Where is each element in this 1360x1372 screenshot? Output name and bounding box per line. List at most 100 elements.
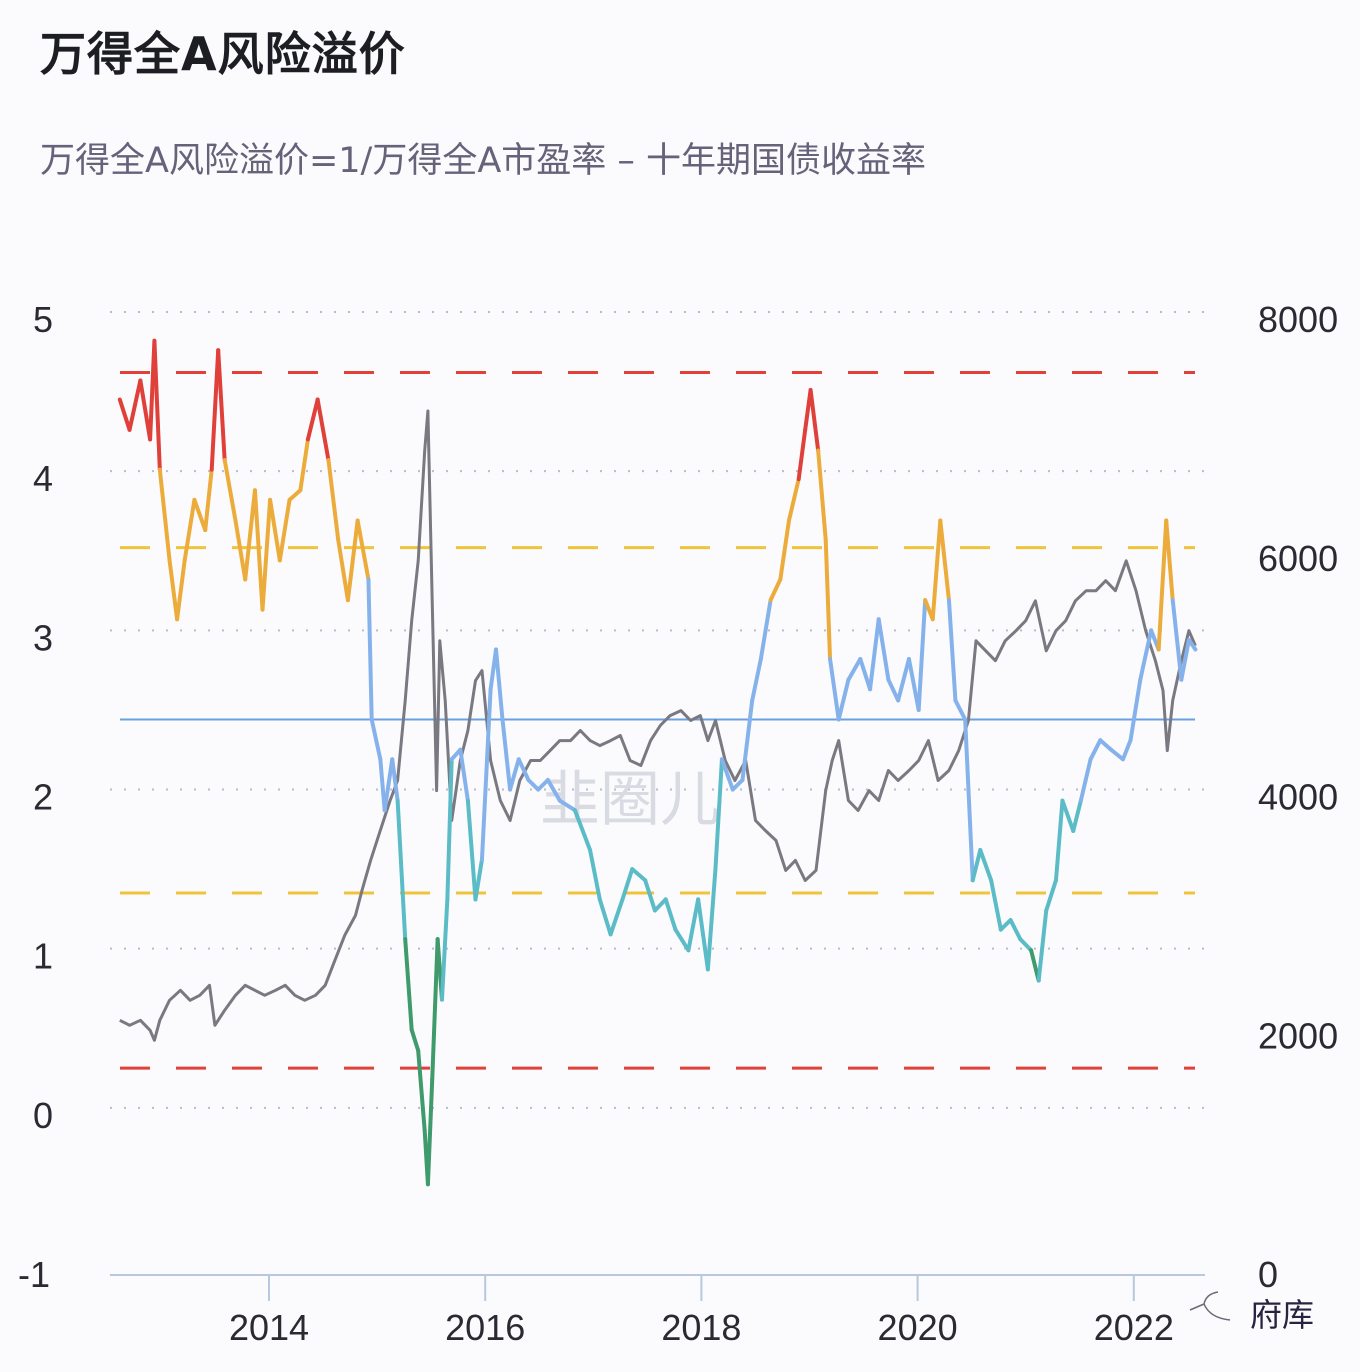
risk-premium-segment [816, 448, 828, 542]
risk-premium-segment [828, 657, 841, 722]
x-tick-label: 2020 [878, 1307, 958, 1348]
risk-premium-segment [597, 897, 613, 937]
risk-premium-segment [823, 537, 833, 662]
risk-premium-segment [390, 757, 400, 803]
risk-premium-segment [705, 867, 718, 972]
risk-premium-segment [430, 937, 440, 1082]
gridlines [110, 311, 1205, 1109]
risk-premium-segment [182, 497, 197, 563]
risk-premium-segment [750, 657, 763, 703]
risk-premium-segment [500, 717, 513, 792]
risk-premium-segment [663, 897, 678, 932]
risk-premium-segment [696, 897, 710, 972]
risk-premium-segment [796, 427, 808, 482]
risk-premium-segment [138, 378, 153, 442]
risk-premium-segment [382, 757, 395, 813]
risk-premium-segment [526, 777, 541, 792]
x-tick-label: 2016 [445, 1307, 525, 1348]
y-tick-label: 0 [33, 1095, 53, 1136]
axes: -1 0 1 2 3 4 5 0 2000 4000 6000 8000 2014 2016 2018 202… [18, 299, 1338, 1348]
risk-premium-segment [1036, 908, 1049, 983]
risk-premium-segment [425, 1077, 435, 1187]
risk-premium-segment [203, 467, 214, 533]
risk-premium-segment [1138, 628, 1154, 682]
risk-premium-segment [630, 867, 648, 883]
risk-premium-segment [1088, 738, 1103, 762]
risk-premium-segment [416, 1048, 427, 1133]
risk-premium-segment [916, 598, 928, 712]
risk-premium-segment [243, 488, 257, 582]
risk-premium-segment [479, 687, 493, 862]
x-tick-label: 2014 [229, 1307, 309, 1348]
risk-premium-segment [1008, 918, 1023, 942]
risk-premium-segment [326, 458, 341, 542]
y-tick-label: 4 [33, 458, 53, 499]
risk-premium-segment [260, 497, 273, 612]
risk-premium-segment [970, 848, 983, 883]
risk-premium-segment [1120, 738, 1133, 762]
risk-premium-segment [439, 897, 450, 1002]
risk-premium-segment [1078, 757, 1093, 803]
y-tick-label: 5 [33, 299, 53, 340]
risk-premium-segment [167, 558, 180, 622]
risk-premium-segment [886, 677, 901, 703]
risk-premium-segment [409, 1027, 421, 1053]
x-tick-label: 2018 [661, 1307, 741, 1348]
risk-premium-segment [403, 937, 414, 1032]
y-tick-label: 3 [33, 617, 53, 658]
risk-premium-segment [508, 757, 521, 792]
risk-premium-segment [906, 657, 921, 712]
risk-premium-segment [1018, 937, 1034, 953]
y-tick-label: -1 [18, 1254, 50, 1295]
watermark: 韭圈儿 [540, 765, 720, 835]
risk-premium-segment [355, 518, 371, 582]
risk-premium-segment [719, 757, 735, 792]
risk-premium-segment [946, 598, 958, 703]
risk-premium-segment [152, 338, 162, 472]
risk-premium-segment [620, 867, 635, 902]
risk-premium-segment [445, 757, 454, 902]
risk-premium-segment [366, 577, 374, 722]
risk-premium-segment [953, 698, 968, 722]
risk-premium-segment [1044, 878, 1058, 913]
risk-premium-segment [1071, 798, 1083, 833]
y-tick-label: 2 [33, 777, 53, 818]
risk-premium-segment [978, 848, 994, 883]
risk-premium-segment [713, 757, 724, 872]
risk-premium-segment [536, 777, 550, 792]
risk-premium-segment [252, 488, 265, 612]
risk-premium-segment [740, 698, 755, 782]
reference-lines [120, 371, 1195, 1070]
chart-title: 万得全A风险溢价 [40, 27, 406, 81]
y2-tick-label: 4000 [1258, 777, 1338, 818]
risk-premium-segment [127, 378, 143, 432]
risk-premium-segment [516, 757, 531, 782]
risk-premium-segment [768, 577, 783, 603]
risk-premium-segment [336, 537, 350, 603]
chart-subtitle: 万得全A风险溢价=1/万得全A市盈率 – 十年期国债收益率 [40, 141, 927, 181]
y2-tick-label: 2000 [1258, 1015, 1338, 1056]
risk-premium-segment [175, 558, 187, 622]
risk-premium-segment [268, 497, 282, 563]
risk-premium-segment [345, 518, 360, 603]
risk-premium-segment [298, 437, 310, 493]
risk-premium-segment [608, 897, 625, 937]
risk-premium-segment [846, 657, 863, 682]
risk-premium-segment [315, 397, 331, 463]
y2-tick-label: 6000 [1258, 538, 1338, 579]
risk-premium-segment [572, 808, 593, 853]
risk-premium-segment [473, 857, 484, 902]
risk-premium-segment [157, 467, 172, 563]
x-tick-label: 2022 [1094, 1307, 1174, 1348]
risk-premium-series [117, 338, 1198, 1187]
risk-premium-segment [369, 717, 383, 762]
risk-premium-segment [930, 518, 943, 622]
risk-premium-segment [395, 798, 408, 942]
risk-premium-segment [209, 348, 221, 472]
risk-premium-segment [465, 798, 478, 902]
risk-premium-segment [277, 497, 292, 563]
risk-premium-segment [588, 848, 602, 902]
risk-premium-segment [989, 878, 1003, 932]
risk-premium-segment [938, 518, 951, 603]
risk-premium-segment [545, 777, 562, 803]
